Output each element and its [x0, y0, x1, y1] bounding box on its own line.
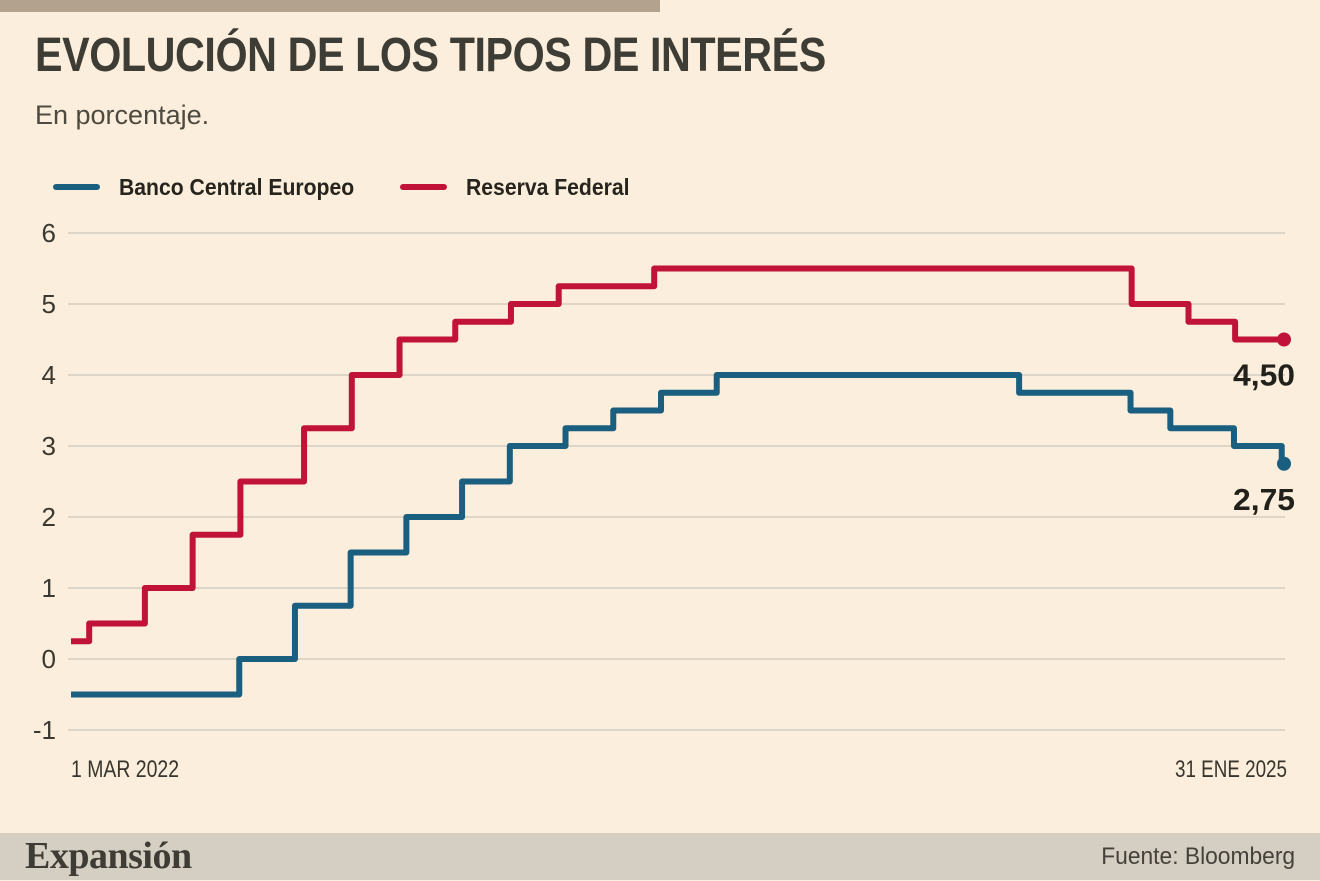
- expansion-logo: Expansión: [25, 835, 192, 877]
- chart-subtitle: En porcentaje.: [35, 100, 210, 130]
- y-tick-label: 4: [42, 360, 56, 390]
- ecb-rate-line: [71, 372, 1285, 698]
- legend-item-ecb: Banco Central Europeo: [53, 172, 375, 202]
- y-tick-label: 5: [42, 289, 56, 319]
- y-tick-label: 1: [42, 573, 56, 603]
- ecb-end-dot: [1277, 456, 1291, 471]
- ecb-end-value-label: 2,75: [1233, 482, 1295, 517]
- y-tick-label: -1: [33, 715, 56, 745]
- legend-item-fed: Reserva Federal: [400, 172, 644, 202]
- x-axis-end-label: 31 ENE 2025: [1175, 756, 1287, 783]
- legend-label-ecb: Banco Central Europeo: [119, 173, 355, 200]
- x-axis-start-label: 1 MAR 2022: [71, 756, 179, 783]
- legend-label-fed: Reserva Federal: [466, 173, 630, 200]
- ecb-line-swatch: [53, 184, 100, 190]
- source-credit: Fuente: Bloomberg: [1101, 843, 1295, 870]
- fed-end-value-label: 4,50: [1233, 358, 1295, 393]
- y-tick-label: 2: [42, 502, 56, 532]
- fed-line-swatch: [400, 184, 447, 190]
- y-tick-label: 6: [42, 218, 56, 248]
- page-title: EVOLUCIÓN DE LOS TIPOS DE INTERÉS: [35, 29, 826, 82]
- fed-end-dot: [1277, 332, 1291, 347]
- top-accent-bar: [0, 0, 660, 12]
- footer-band: Expansión Fuente: Bloomberg: [0, 833, 1320, 880]
- y-tick-label: 0: [42, 644, 56, 674]
- fed-rate-line: [71, 265, 1284, 645]
- y-tick-label: 3: [42, 431, 56, 461]
